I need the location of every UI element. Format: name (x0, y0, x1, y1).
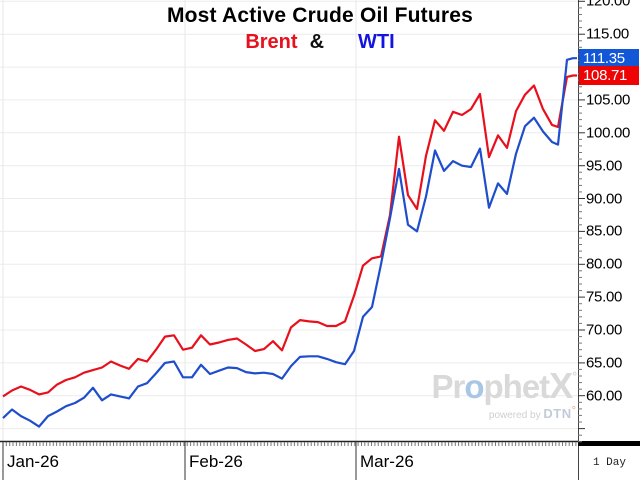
y-axis-label: 100.00 (586, 124, 631, 142)
y-axis-label: 105.00 (586, 91, 631, 109)
corner-panel: 1 Day (579, 446, 640, 480)
wti-last-price-badge: 111.35 (579, 48, 639, 68)
wti-line[interactable] (2, 57, 577, 428)
axis-corner-bar (578, 441, 640, 446)
x-axis-label: Mar-26 (360, 452, 414, 471)
y-axis-label: 115.00 (586, 25, 629, 43)
interval-label: 1 Day (592, 457, 626, 469)
brent-last-price-badge: 108.71 (579, 66, 639, 85)
x-axis-label: Feb-26 (189, 452, 243, 471)
y-axis-label: 120.00 (586, 0, 631, 10)
x-axis-label: Jan-26 (7, 452, 59, 471)
y-axis-label: 65.00 (586, 354, 623, 372)
y-axis-label: 75.00 (586, 288, 623, 306)
y-axis-label: 70.00 (586, 321, 623, 339)
y-axis-label: 95.00 (586, 157, 623, 175)
y-axis-label: 60.00 (586, 387, 623, 405)
y-axis-label: 90.00 (586, 190, 623, 207)
y-axis-label: 85.00 (586, 222, 623, 240)
y-axis-label: 80.00 (586, 255, 623, 273)
brent-line[interactable] (2, 74, 577, 398)
